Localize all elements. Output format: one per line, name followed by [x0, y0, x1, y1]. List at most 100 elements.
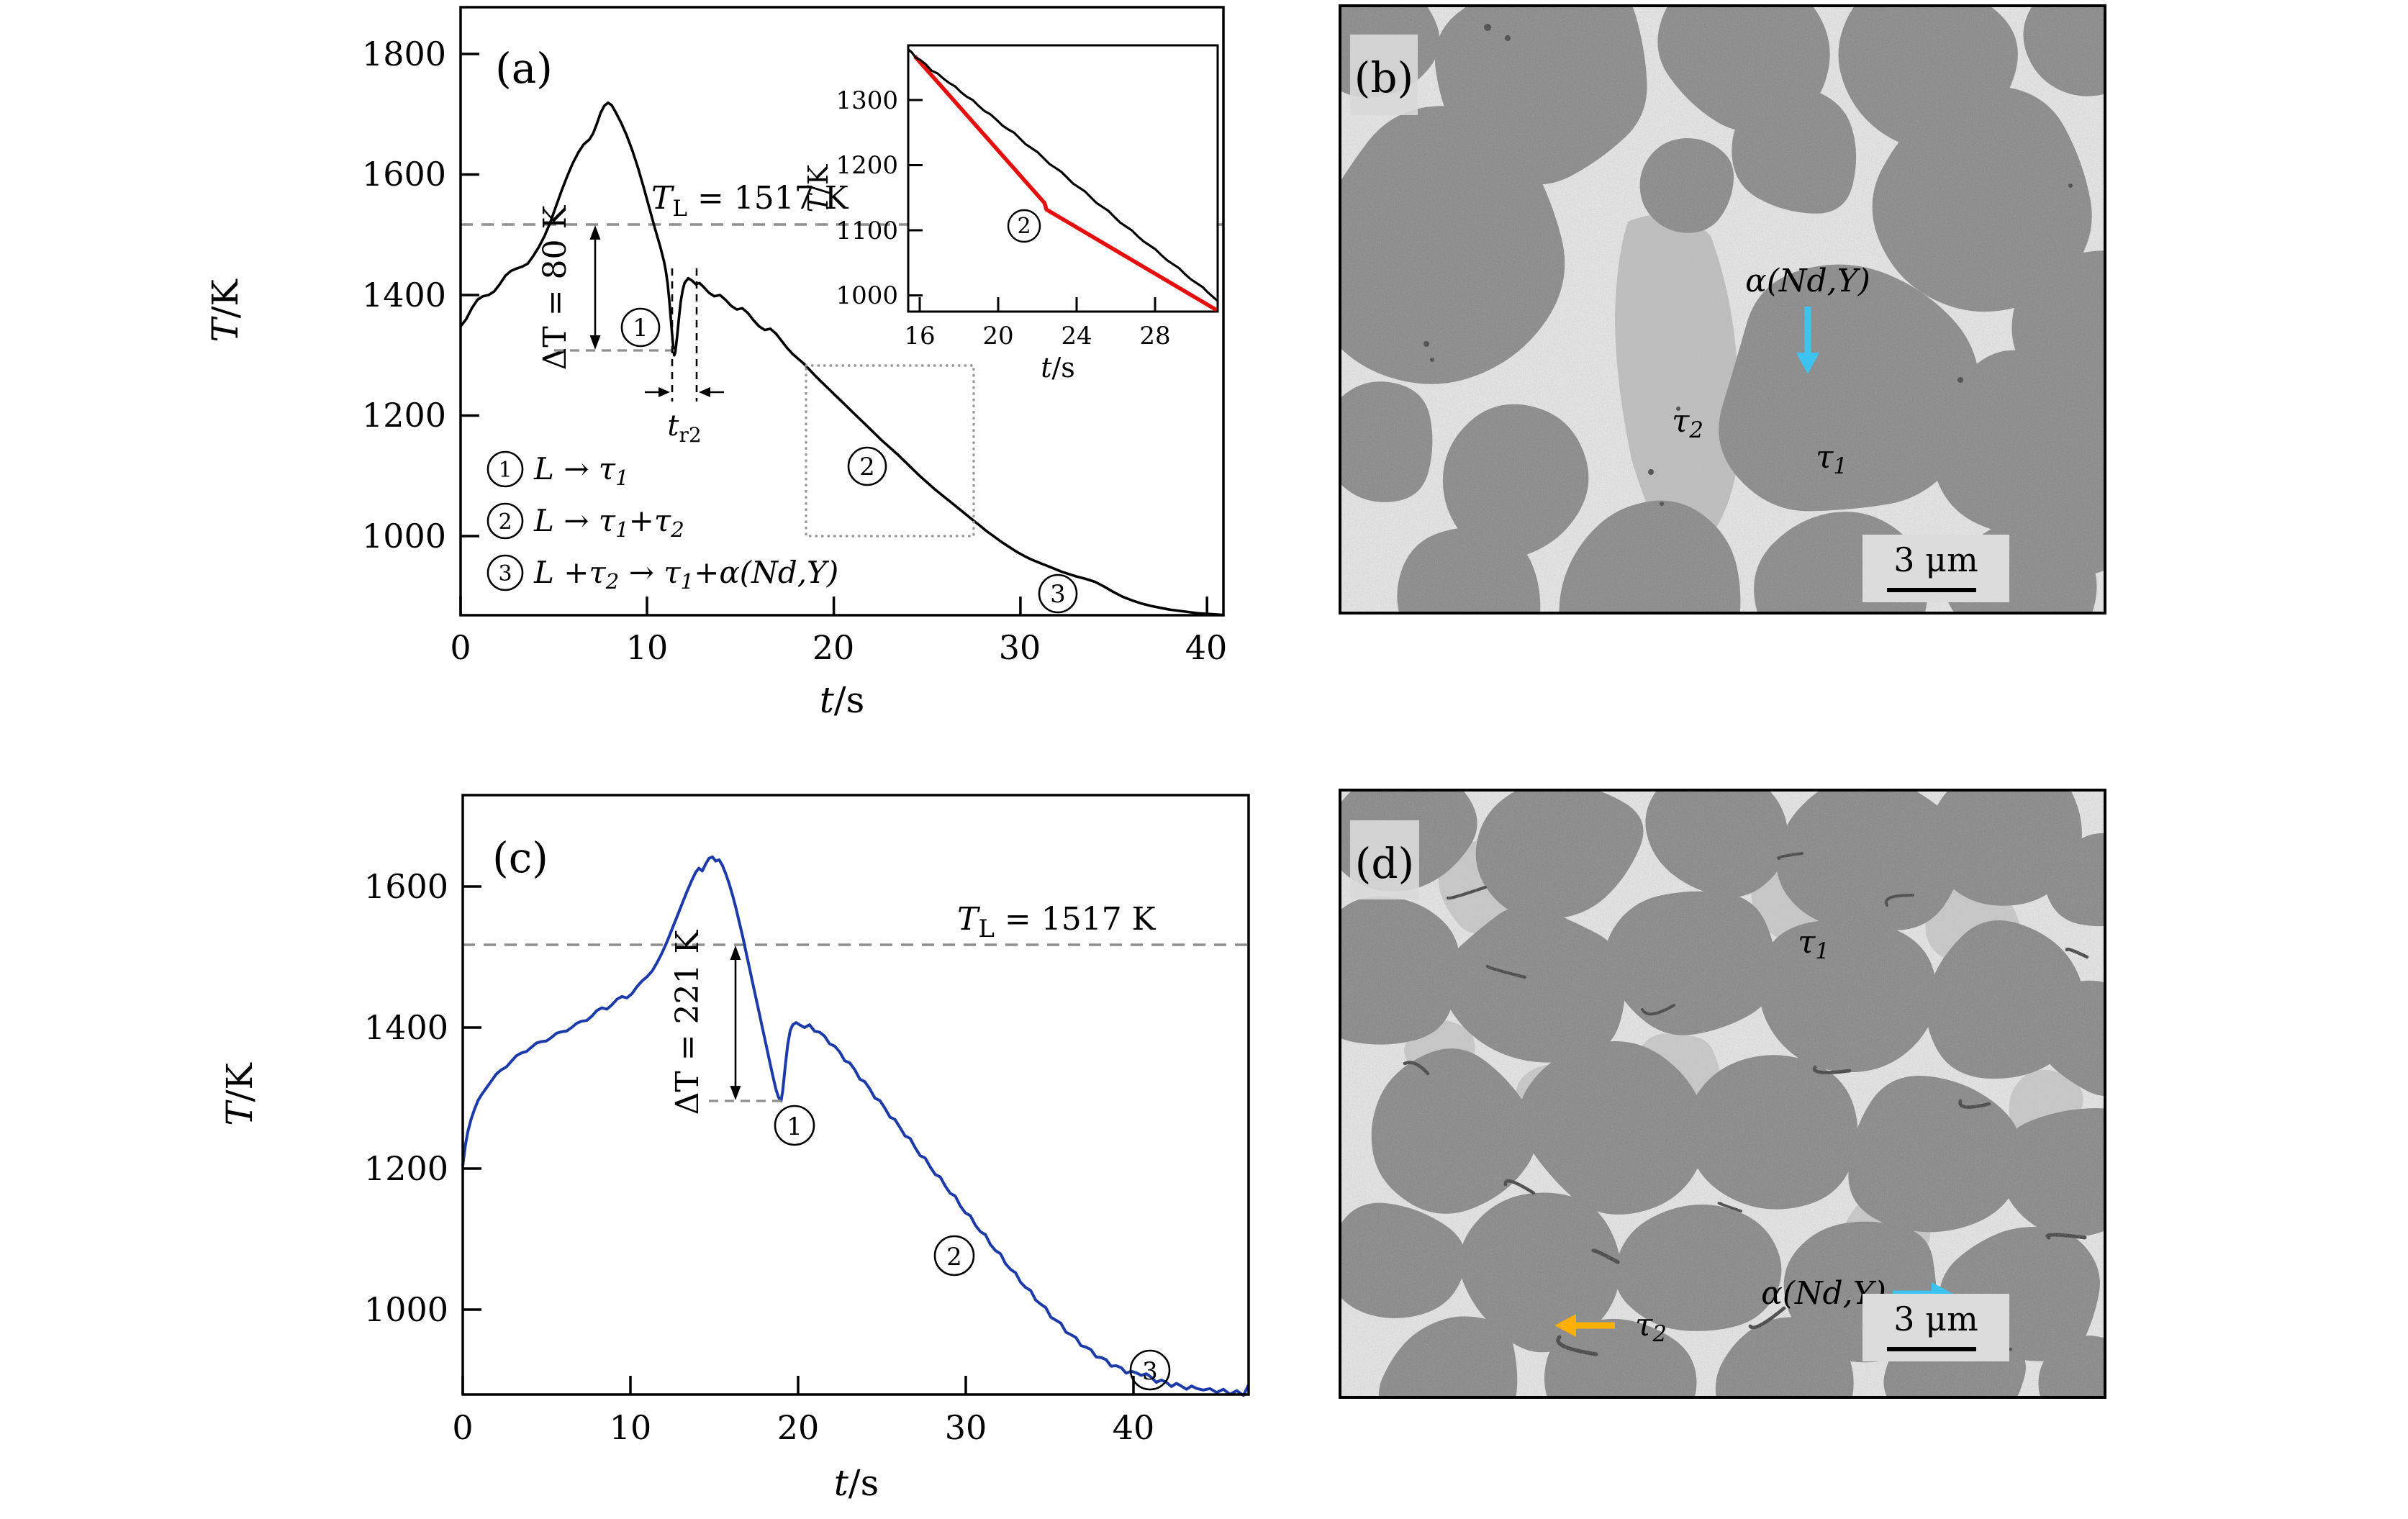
inset-ytick-1100: 1100	[836, 217, 898, 245]
a-xtick-20: 20	[813, 628, 855, 667]
y-ticks-c	[463, 885, 481, 1311]
x-ticks-c	[461, 1376, 1135, 1395]
a-arrowhead-down	[589, 335, 601, 350]
b-scalebar-text: 3 μm	[1893, 540, 1978, 579]
c-panel-tag: (c)	[492, 833, 548, 882]
axes-box-c	[461, 794, 1250, 1396]
c-xtick-20: 20	[777, 1408, 820, 1447]
panel-d: (d) τ1 α(Nd,Y) τ2 3 μm	[1339, 789, 2106, 1399]
inset-xtick-24: 24	[1061, 322, 1092, 350]
c-ytick-1400: 1400	[364, 1008, 448, 1047]
b-tau2-label: τ2	[1672, 403, 1703, 443]
a-marker-3: 3	[1038, 573, 1078, 614]
axes-box-a	[459, 6, 1225, 617]
b-alpha-arrowhead	[1796, 353, 1819, 374]
a-panel-tag: (a)	[495, 44, 553, 93]
inset-ylabel: T/K	[802, 164, 834, 212]
a-xtick-40: 40	[1185, 628, 1228, 667]
inset-xtick-20: 20	[982, 322, 1013, 350]
svg-text:1: 1	[633, 314, 648, 343]
b-alpha-label: α(Nd,Y)	[1745, 263, 1870, 299]
inset-xtick-16: 16	[904, 322, 935, 350]
d-tau2-label: τ2	[1635, 1307, 1667, 1347]
inset-ytick-1200: 1200	[836, 151, 898, 180]
a-ytick-1200: 1200	[362, 396, 446, 435]
c-marker-1: 1	[774, 1105, 815, 1146]
svg-text:2: 2	[1017, 214, 1031, 239]
b-tau1-label: τ1	[1816, 439, 1847, 479]
inset-xlabel: t/s	[1041, 352, 1075, 384]
svg-text:3: 3	[1050, 580, 1066, 609]
a-tr2-arrowhead-left	[658, 387, 670, 397]
d-tag-box	[1350, 820, 1419, 899]
a-liquidus-label: TL = 1517 K	[651, 180, 849, 222]
c-liquidus-label: TL = 1517 K	[957, 901, 1157, 943]
c-xtick-30: 30	[945, 1408, 987, 1447]
inset-y-ticks	[908, 99, 923, 296]
c-arrowhead-up	[730, 946, 741, 960]
a-marker-2: 2	[847, 446, 887, 486]
d-scalebar-text: 3 μm	[1893, 1300, 1978, 1338]
a-arrowhead-up	[589, 225, 601, 240]
inset-curve	[908, 48, 1218, 303]
c-arrowhead-down	[730, 1086, 741, 1100]
c-undercooling-label: ΔT = 221 K	[669, 929, 706, 1115]
a-xtick-10: 10	[626, 628, 669, 667]
inset-xtick-28: 28	[1139, 322, 1170, 350]
d-tau1-label: τ1	[1798, 924, 1829, 964]
a-tr2-label: tr2	[667, 409, 701, 447]
a-xlabel: t/s	[820, 679, 865, 721]
a-marker-1: 1	[620, 307, 661, 348]
c-xtick-10: 10	[610, 1408, 652, 1447]
legend-num-2: 2	[498, 509, 512, 535]
inset-ytick-1000: 1000	[836, 281, 898, 310]
c-xtick-40: 40	[1113, 1408, 1155, 1447]
panel-c: 1600 1400 1200 1000 0 10 20 30 40 T/K t/…	[219, 794, 1250, 1504]
panel-a: 1800 1600 1400 1200 1000 0 10 20 30 40 T…	[204, 6, 1228, 721]
b-panel-tag: (b)	[1354, 53, 1413, 102]
legend-circle-2	[486, 502, 524, 540]
cooling-curve-c	[461, 855, 1250, 1397]
inset-marker-2: 2	[1007, 209, 1041, 243]
inset-fit-line	[913, 55, 1218, 312]
panel-b: (b) τ2 α(Nd,Y) τ1 3 μm	[1339, 4, 2106, 615]
d-panel-tag: (d)	[1355, 839, 1414, 888]
a-ytick-1800: 1800	[362, 35, 446, 73]
legend-text-3: L +τ2 → τ1+α(Nd,Y)	[533, 555, 838, 594]
legend-num-1: 1	[498, 458, 512, 483]
c-ytick-1600: 1600	[364, 867, 448, 906]
a-ytick-1000: 1000	[362, 517, 446, 556]
c-ytick-1200: 1200	[364, 1149, 448, 1188]
b-tag-box	[1350, 35, 1418, 115]
a-xtick-0: 0	[450, 628, 471, 667]
a-ytick-1600: 1600	[362, 155, 446, 194]
svg-text:3: 3	[1142, 1357, 1158, 1386]
c-ytick-1000: 1000	[364, 1290, 448, 1329]
a-zoom-box	[805, 364, 975, 538]
svg-text:2: 2	[946, 1243, 962, 1271]
panel-a-inset: 1300 1200 1100 1000 16 20 24 28 T/K t/s …	[802, 44, 1219, 384]
c-xtick-0: 0	[452, 1408, 473, 1447]
b-noise	[1340, 6, 2105, 613]
inset-ytick-1300: 1300	[836, 86, 898, 115]
a-ytick-1400: 1400	[362, 276, 446, 314]
c-marker-2: 2	[933, 1235, 975, 1277]
a-tr2-arrowhead-right	[699, 387, 710, 397]
legend-circle-1	[486, 450, 524, 488]
c-marker-3: 3	[1129, 1349, 1171, 1391]
svg-text:1: 1	[787, 1112, 802, 1141]
d-border	[1339, 789, 2106, 1399]
y-ticks-a	[461, 53, 479, 538]
inset-x-ticks	[918, 297, 1157, 312]
x-ticks-a	[459, 597, 1208, 615]
d-tau2-arrowhead	[1554, 1314, 1576, 1337]
legend-text-2: L → τ1+τ2	[533, 503, 684, 542]
legend-circle-3	[486, 554, 524, 591]
a-undercooling-label: ΔT = 80 K	[537, 204, 574, 370]
a-ylabel: T/K	[204, 278, 246, 343]
c-xlabel: t/s	[834, 1462, 879, 1504]
c-ylabel: T/K	[219, 1062, 261, 1126]
cooling-curve-a	[459, 101, 1224, 617]
